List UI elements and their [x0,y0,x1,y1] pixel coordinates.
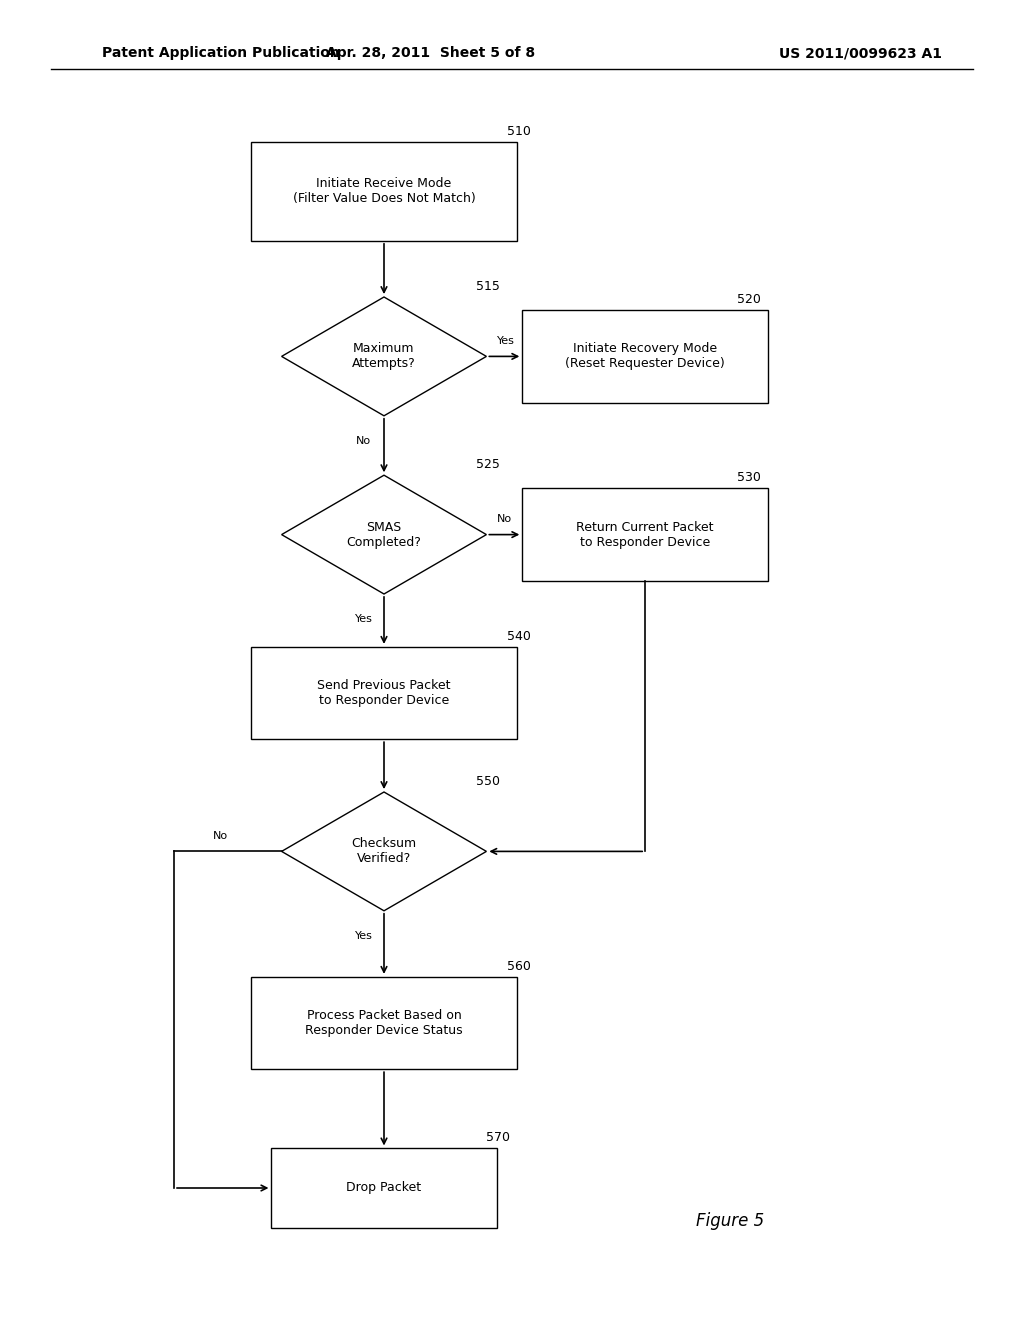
Text: 510: 510 [507,125,530,139]
Text: Yes: Yes [354,614,373,624]
Polygon shape [282,792,486,911]
Text: Apr. 28, 2011  Sheet 5 of 8: Apr. 28, 2011 Sheet 5 of 8 [326,46,535,61]
Text: No: No [497,513,512,524]
Text: Patent Application Publication: Patent Application Publication [102,46,340,61]
FancyBboxPatch shape [271,1148,497,1228]
Text: Return Current Packet
to Responder Device: Return Current Packet to Responder Devic… [577,520,714,549]
Text: 520: 520 [737,293,761,306]
FancyBboxPatch shape [522,310,768,403]
Text: Process Packet Based on
Responder Device Status: Process Packet Based on Responder Device… [305,1008,463,1038]
Text: 530: 530 [737,471,761,484]
Text: Checksum
Verified?: Checksum Verified? [351,837,417,866]
FancyBboxPatch shape [251,143,517,242]
FancyBboxPatch shape [251,977,517,1069]
Text: 560: 560 [507,960,530,973]
Text: Yes: Yes [354,931,373,941]
Text: 550: 550 [476,775,500,788]
Polygon shape [282,475,486,594]
Text: No: No [213,830,227,841]
Text: Figure 5: Figure 5 [696,1212,765,1230]
Text: Maximum
Attempts?: Maximum Attempts? [352,342,416,371]
Text: Yes: Yes [497,335,514,346]
Text: US 2011/0099623 A1: US 2011/0099623 A1 [779,46,942,61]
Text: Initiate Receive Mode
(Filter Value Does Not Match): Initiate Receive Mode (Filter Value Does… [293,177,475,206]
Text: Drop Packet: Drop Packet [346,1181,422,1195]
Text: 515: 515 [476,280,500,293]
Text: SMAS
Completed?: SMAS Completed? [346,520,422,549]
Polygon shape [282,297,486,416]
Text: Send Previous Packet
to Responder Device: Send Previous Packet to Responder Device [317,678,451,708]
Text: 570: 570 [486,1131,510,1144]
Text: No: No [356,436,371,446]
FancyBboxPatch shape [522,488,768,581]
Text: 540: 540 [507,630,530,643]
Text: 525: 525 [476,458,500,471]
FancyBboxPatch shape [251,647,517,739]
Text: Initiate Recovery Mode
(Reset Requester Device): Initiate Recovery Mode (Reset Requester … [565,342,725,371]
